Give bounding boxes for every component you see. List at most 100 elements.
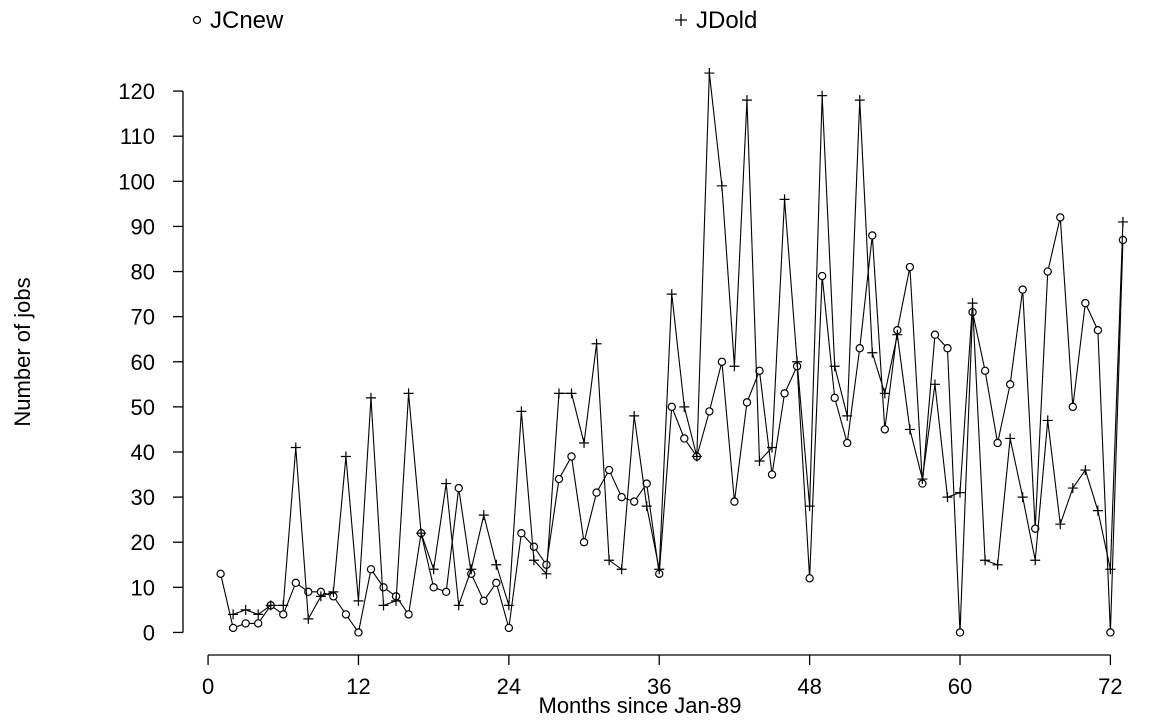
data-point-jdold bbox=[453, 600, 464, 611]
x-tick-label: 60 bbox=[948, 674, 972, 699]
data-point-jdold bbox=[629, 410, 640, 421]
data-point-jdold bbox=[691, 451, 702, 462]
data-point-jdold bbox=[1030, 555, 1041, 566]
data-point-jcnew bbox=[617, 492, 626, 502]
data-point-jcnew bbox=[717, 357, 727, 366]
data-point-jdold bbox=[804, 501, 815, 512]
data-point-jdold bbox=[1080, 465, 1091, 476]
x-axis-title: Months since Jan-89 bbox=[539, 693, 742, 718]
data-point-jdold bbox=[929, 379, 940, 390]
data-point-jdold bbox=[641, 501, 652, 512]
data-point-jdold bbox=[1005, 433, 1016, 444]
data-point-jdold bbox=[441, 478, 452, 489]
data-point-jdold bbox=[315, 591, 326, 602]
data-point-jcnew bbox=[279, 610, 288, 619]
data-point-jdold bbox=[253, 609, 264, 620]
data-point-jcnew bbox=[830, 393, 839, 403]
data-point-jcnew bbox=[579, 538, 589, 547]
data-point-jcnew bbox=[554, 474, 564, 484]
data-point-jdold bbox=[391, 595, 402, 606]
y-tick-label: 50 bbox=[131, 395, 155, 420]
data-point-jcnew bbox=[291, 578, 300, 588]
x-tick-label: 48 bbox=[797, 674, 821, 699]
data-point-jdold bbox=[779, 194, 790, 205]
data-point-jcnew bbox=[441, 587, 451, 597]
data-point-jdold bbox=[1117, 216, 1128, 227]
data-point-jcnew bbox=[454, 483, 463, 493]
data-point-jcnew bbox=[880, 425, 890, 434]
data-point-jcnew bbox=[805, 574, 814, 583]
data-point-jcnew bbox=[843, 438, 852, 448]
data-point-jcnew bbox=[629, 497, 639, 506]
data-point-jcnew bbox=[1118, 235, 1128, 245]
legend-label-jcnew: JCnew bbox=[210, 7, 284, 34]
data-point-jdold bbox=[817, 90, 828, 101]
data-point-jcnew bbox=[705, 407, 714, 416]
data-point-jdold bbox=[591, 338, 602, 349]
data-point-jdold bbox=[992, 559, 1003, 570]
data-point-jdold bbox=[842, 410, 853, 421]
data-point-jdold bbox=[942, 492, 953, 503]
axes: 0 10 20 30 40 50 60 70 80 90 100 110 120 0 12 24 36 48 60… bbox=[118, 79, 1122, 699]
data-point-jcnew bbox=[868, 231, 877, 240]
legend-entry-jdold: JDold bbox=[675, 7, 757, 34]
data-point-jcnew bbox=[767, 470, 777, 479]
data-point-jcnew bbox=[930, 330, 940, 339]
data-point-jdold bbox=[654, 564, 665, 575]
data-point-jcnew bbox=[1043, 267, 1052, 276]
y-tick-label: 80 bbox=[131, 260, 155, 285]
x-tick-label: 24 bbox=[497, 674, 521, 699]
y-tick-label: 120 bbox=[118, 79, 155, 104]
series-layer bbox=[216, 68, 1128, 637]
data-point-jdold bbox=[240, 604, 251, 615]
data-point-jdold bbox=[541, 568, 552, 579]
data-point-jcnew bbox=[604, 465, 614, 475]
data-point-jcnew bbox=[216, 569, 225, 578]
y-tick-label: 0 bbox=[143, 620, 155, 645]
data-point-jdold bbox=[1105, 564, 1116, 575]
data-point-jdold bbox=[955, 487, 966, 498]
y-tick-label: 40 bbox=[131, 440, 155, 465]
y-tick-label: 20 bbox=[131, 530, 155, 555]
data-point-jdold bbox=[604, 555, 615, 566]
data-point-jdold bbox=[792, 356, 803, 367]
data-point-jdold bbox=[365, 392, 376, 403]
data-point-jcnew bbox=[855, 344, 864, 353]
x-tick-label: 36 bbox=[647, 674, 671, 699]
data-point-jdold bbox=[303, 613, 314, 624]
data-point-jdold bbox=[879, 388, 890, 399]
data-point-jdold bbox=[917, 474, 928, 485]
data-point-jcnew bbox=[404, 610, 413, 619]
legend-marker-jcnew bbox=[192, 15, 202, 25]
data-point-jdold bbox=[579, 437, 590, 448]
data-point-jdold bbox=[704, 68, 715, 79]
data-point-jcnew bbox=[993, 438, 1002, 448]
y-tick-label: 10 bbox=[131, 575, 155, 600]
data-point-jdold bbox=[679, 401, 690, 412]
data-point-jcnew bbox=[529, 542, 539, 551]
data-point-jcnew bbox=[817, 271, 827, 281]
data-point-jdold bbox=[466, 564, 477, 575]
x-tick-label: 0 bbox=[202, 674, 214, 699]
data-point-jdold bbox=[290, 442, 301, 453]
data-point-jdold bbox=[716, 180, 727, 191]
data-point-jcnew bbox=[366, 565, 376, 574]
data-point-jdold bbox=[854, 95, 865, 106]
data-point-jcnew bbox=[667, 402, 676, 412]
legend-label-jdold: JDold bbox=[696, 7, 757, 34]
data-point-jdold bbox=[416, 528, 427, 539]
data-point-jdold bbox=[353, 595, 364, 606]
data-point-jcnew bbox=[780, 389, 789, 398]
data-point-jcnew bbox=[504, 623, 514, 633]
data-point-jdold bbox=[741, 95, 752, 106]
data-point-jcnew bbox=[228, 623, 238, 633]
legend-entry-jcnew: JCnew bbox=[192, 7, 284, 34]
data-point-jdold bbox=[980, 555, 991, 566]
data-point-jcnew bbox=[1005, 380, 1015, 389]
data-point-jcnew bbox=[1093, 325, 1103, 335]
y-tick-label: 30 bbox=[131, 485, 155, 510]
data-point-jcnew bbox=[354, 628, 363, 637]
x-axis-ticks: 0 12 24 36 48 60 72 bbox=[202, 655, 1123, 699]
data-point-jdold bbox=[616, 564, 627, 575]
data-point-jcnew bbox=[1018, 285, 1027, 294]
